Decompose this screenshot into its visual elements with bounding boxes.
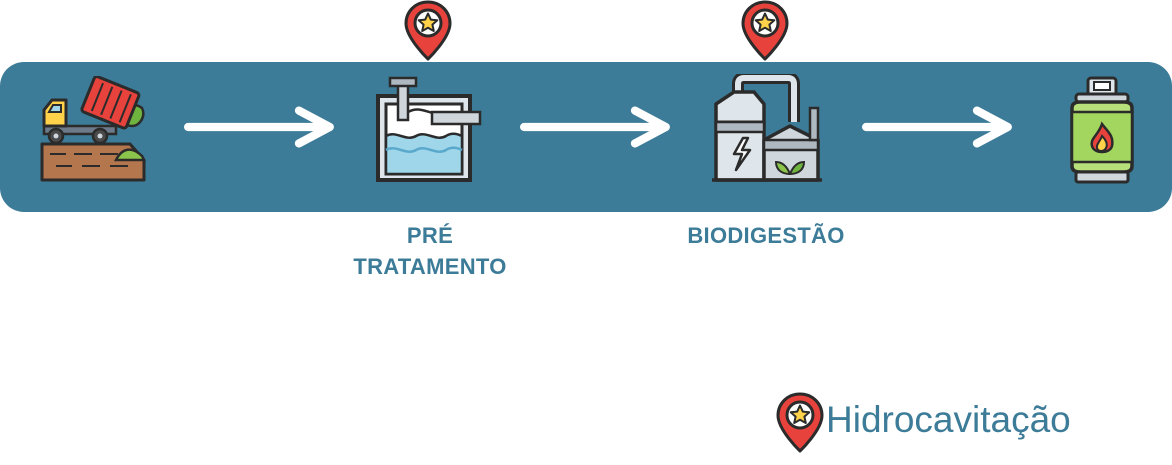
pretreatment-tank-icon [376,76,482,182]
star-pin-icon [741,0,789,62]
biogas-cylinder-icon [1070,76,1134,184]
step-label-pretreatment: PRÉ TRATAMENTO [353,223,507,279]
flow-arrow [520,106,674,148]
biodigester-plant-icon [712,74,822,182]
star-pin-icon [776,392,824,454]
star-pin-icon [404,0,452,62]
flow-arrow [862,106,1016,148]
step-label-biodigestion: BIODIGESTÃO [687,223,845,248]
legend-label: Hidrocavitação [826,399,1071,440]
process-band [0,62,1172,212]
dump-truck-waste-icon [40,76,147,182]
flow-arrow [184,106,338,148]
